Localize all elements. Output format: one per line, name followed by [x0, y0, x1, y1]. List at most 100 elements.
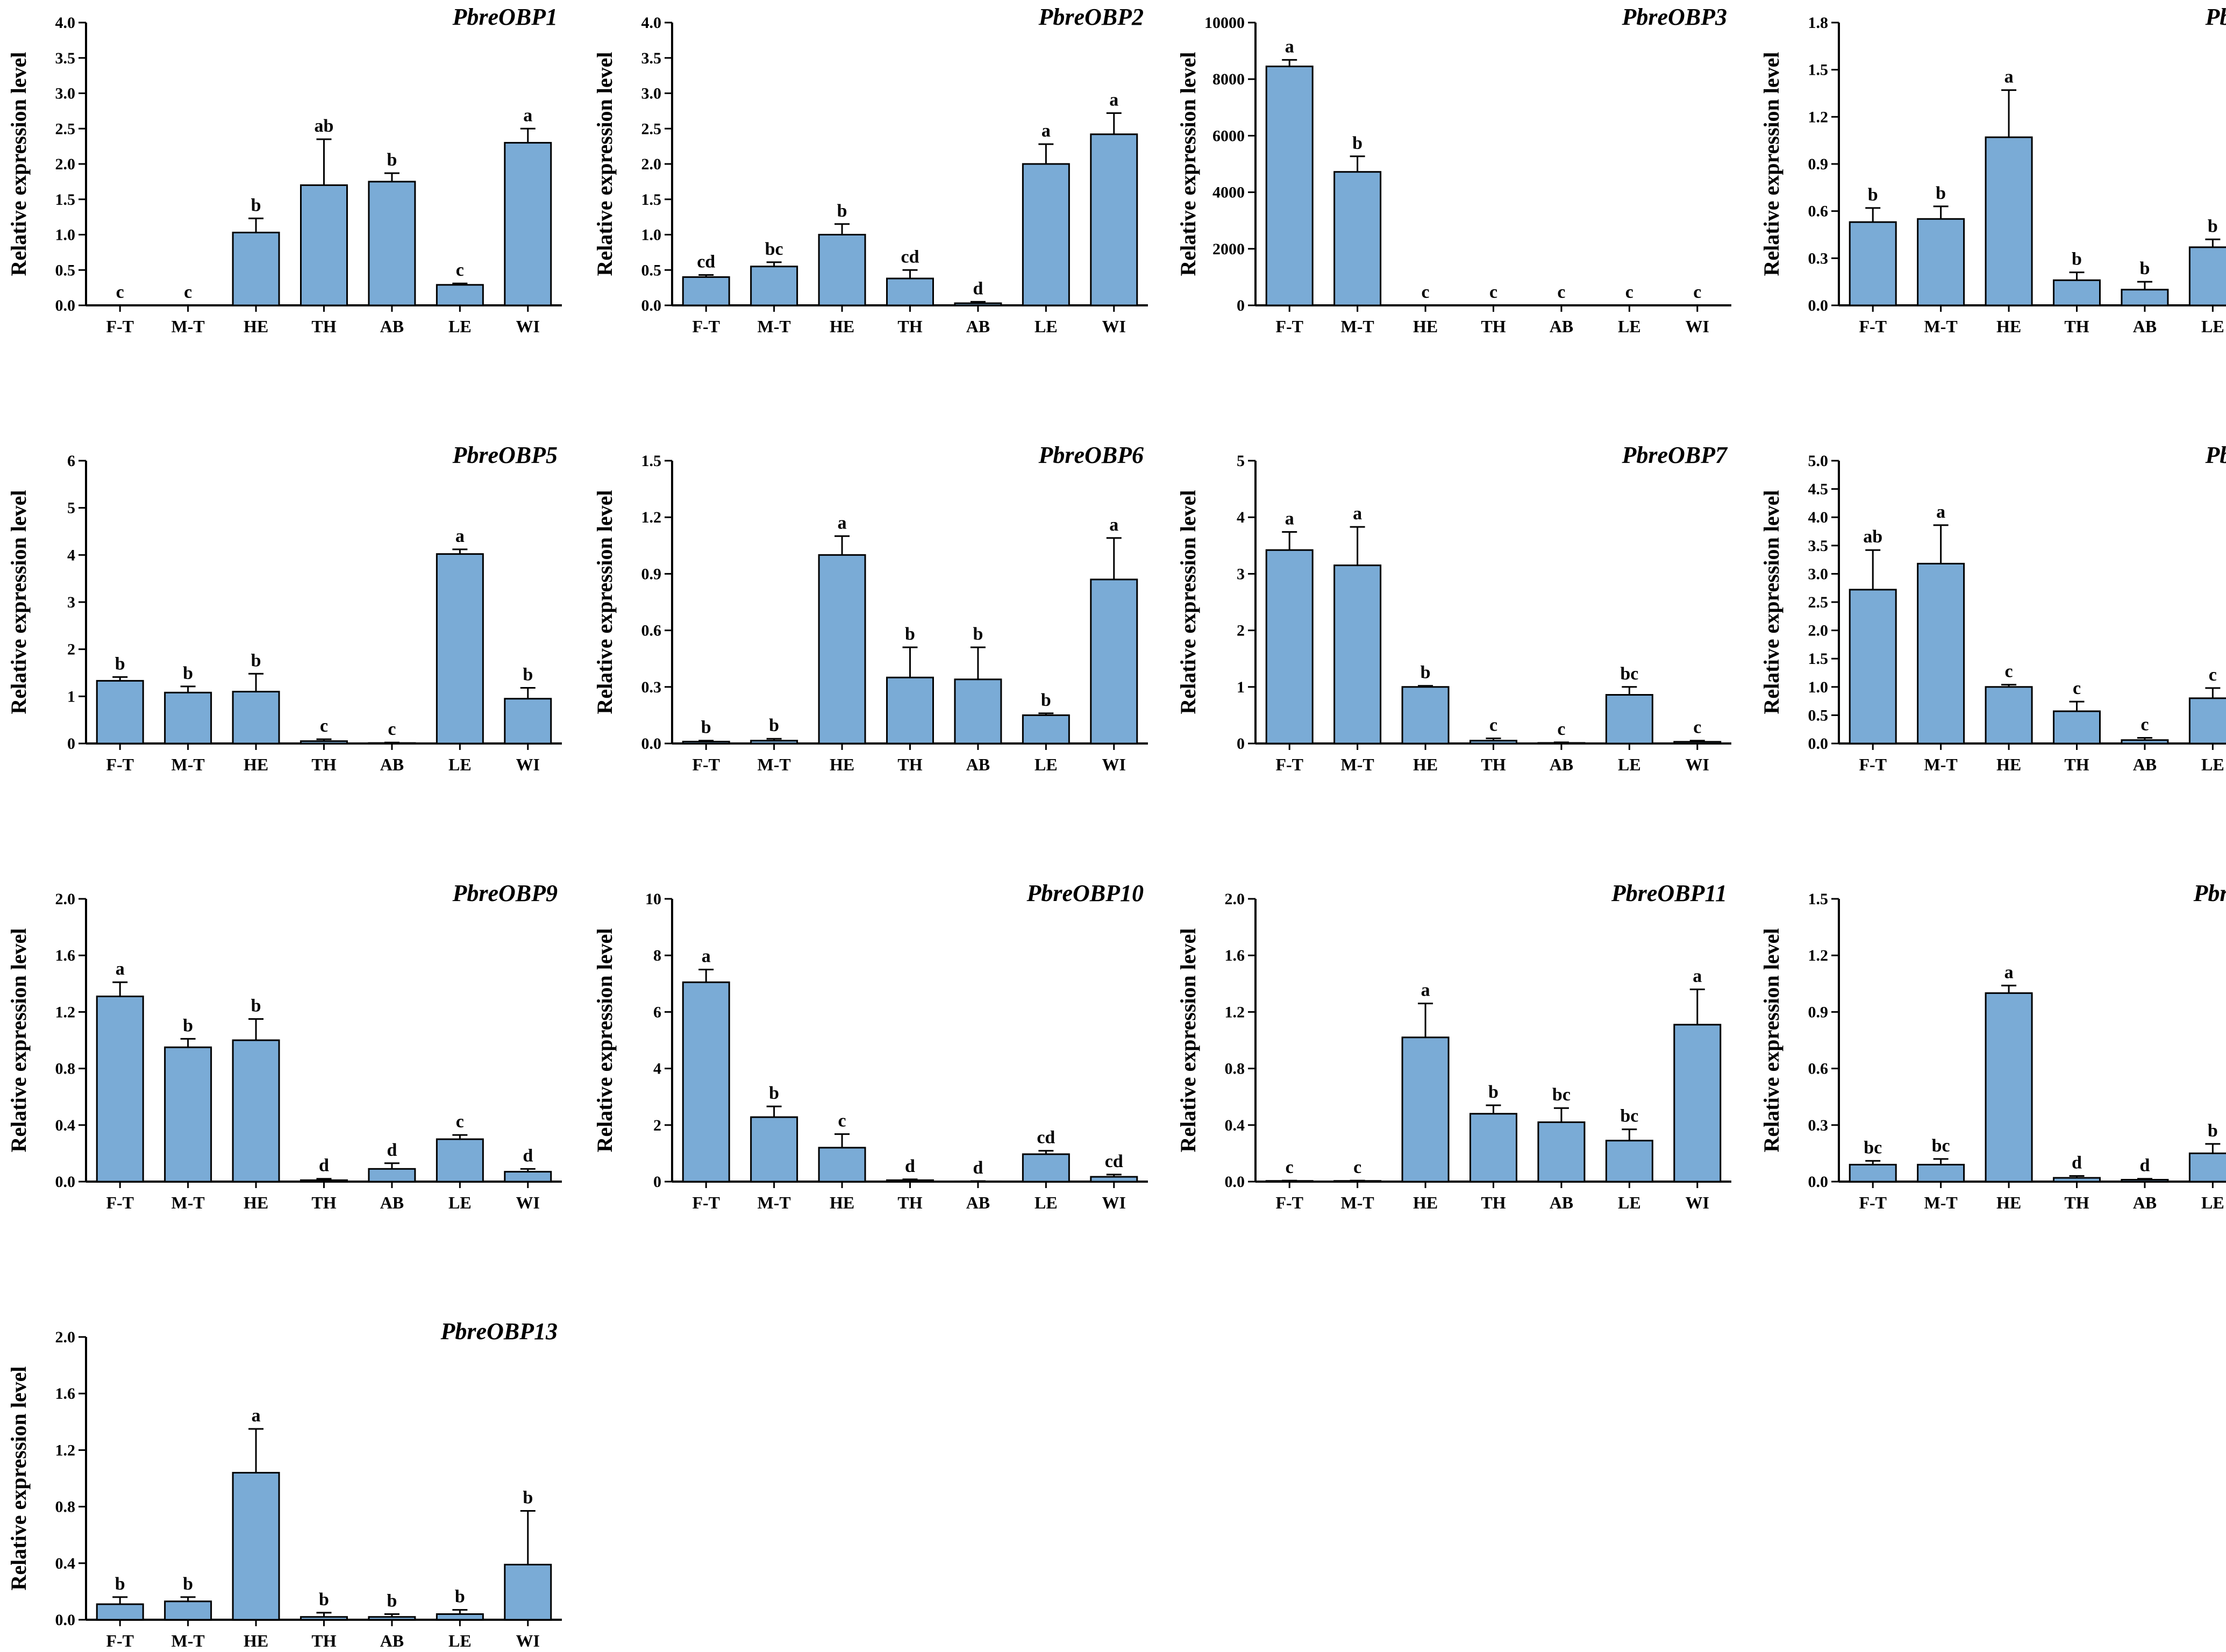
significance-letter: a	[702, 947, 711, 967]
bar-he	[1401, 686, 1450, 745]
y-tick-label: 0	[1237, 297, 1245, 314]
y-tick-label: 0.6	[1808, 203, 1829, 220]
bar-le	[2188, 697, 2226, 745]
significance-letter: bc	[1552, 1085, 1571, 1105]
y-tick-label: 4000	[1212, 184, 1245, 202]
x-tick-label: M-T	[1341, 755, 1374, 774]
x-tick-label: LE	[2201, 1193, 2224, 1212]
y-axis-label: Relative expression level	[1176, 490, 1200, 714]
bar-th	[886, 277, 934, 306]
bar-le	[1605, 694, 1653, 745]
bar-th	[2053, 1177, 2101, 1183]
significance-letter: a	[838, 513, 847, 533]
significance-letter: b	[455, 1587, 465, 1607]
chart-title: PbreOBP11	[1611, 880, 1727, 906]
x-tick-label: AB	[380, 1193, 404, 1212]
y-tick-label: 1.2	[1808, 947, 1829, 964]
y-axis-label: Relative expression level	[1759, 928, 1783, 1153]
significance-letter: c	[388, 719, 396, 739]
x-tick-label: AB	[966, 755, 990, 774]
bar-m-t	[164, 691, 212, 745]
y-tick-label: 0.5	[641, 261, 662, 279]
significance-letter: b	[115, 654, 125, 674]
bar-m-t	[1333, 564, 1382, 745]
bar-he	[232, 1039, 280, 1183]
bar-m-t	[1917, 562, 1965, 745]
x-tick-label: AB	[380, 1631, 404, 1650]
bar-f-t	[96, 995, 144, 1183]
y-tick-label: 1	[67, 688, 75, 705]
x-tick-label: HE	[244, 1193, 268, 1212]
significance-letter: c	[1693, 282, 1701, 302]
y-axis-label: Relative expression level	[1759, 490, 1783, 714]
significance-letter: b	[1936, 183, 1946, 203]
bar-he	[1985, 992, 2033, 1183]
x-tick-label: TH	[2064, 317, 2089, 336]
y-axis-label: Relative expression level	[6, 1367, 31, 1591]
x-tick-label: M-T	[1924, 317, 1958, 336]
bar-f-t	[1849, 221, 1897, 306]
significance-letter: a	[1285, 37, 1294, 56]
y-tick-label: 3.5	[1808, 537, 1829, 555]
significance-letter: d	[523, 1146, 533, 1165]
significance-letter: b	[2208, 1121, 2218, 1141]
bar-m-t	[1333, 1180, 1382, 1183]
y-axis-label: Relative expression level	[6, 928, 31, 1153]
y-tick-label: 1.2	[1225, 1003, 1245, 1021]
bar-th	[300, 740, 348, 745]
bar-ab	[1537, 1121, 1586, 1183]
x-tick-label: WI	[516, 1193, 540, 1212]
significance-letter: c	[1489, 282, 1497, 302]
significance-letter: d	[905, 1156, 915, 1176]
y-tick-label: 0.0	[1225, 1173, 1245, 1191]
significance-letter: a	[455, 526, 465, 546]
x-tick-label: WI	[1686, 1193, 1709, 1212]
x-tick-label: AB	[1550, 755, 1573, 774]
x-tick-label: AB	[380, 755, 404, 774]
chart-title: PbreOBP13	[440, 1318, 558, 1345]
significance-letter: b	[1421, 663, 1431, 683]
bar-f-t	[1265, 549, 1314, 745]
significance-letter: b	[2072, 249, 2082, 269]
bar-m-t	[750, 740, 798, 745]
y-tick-label: 0.0	[1808, 735, 1829, 753]
x-tick-label: TH	[311, 1631, 336, 1650]
x-tick-label: LE	[1034, 317, 1058, 336]
significance-letter: c	[2141, 714, 2149, 734]
y-tick-label: 0.3	[1808, 1117, 1829, 1134]
x-tick-label: HE	[244, 317, 268, 336]
significance-letter: a	[2004, 962, 2014, 982]
bar-he	[818, 234, 866, 306]
y-tick-label: 1.0	[641, 226, 662, 244]
x-tick-label: AB	[2133, 755, 2157, 774]
chart-panel-12: Relative expression level PbreOBP12 0.0 0.3…	[1759, 880, 2226, 1212]
bar-wi	[504, 142, 552, 306]
x-tick-label: AB	[966, 1193, 990, 1212]
significance-letter: b	[523, 665, 533, 685]
x-tick-label: HE	[1413, 755, 1438, 774]
y-tick-label: 1.6	[1225, 947, 1245, 964]
chart-panel-5: Relative expression level PbreOBP5 0 1 2 3 4 5 6…	[6, 442, 562, 774]
y-tick-label: 0	[653, 1173, 661, 1191]
x-tick-label: F-T	[106, 1193, 134, 1212]
bar-ab	[368, 1616, 416, 1621]
x-tick-label: F-T	[1859, 317, 1887, 336]
y-tick-label: 3.5	[55, 49, 76, 67]
bar-th	[1469, 1113, 1517, 1183]
x-tick-label: F-T	[106, 317, 134, 336]
y-tick-label: 0.3	[641, 678, 662, 696]
y-tick-label: 2	[1237, 622, 1245, 640]
significance-letter: c	[1422, 282, 1430, 302]
significance-letter: a	[1936, 502, 1945, 522]
bar-ab	[954, 302, 1002, 306]
x-tick-label: TH	[1481, 1193, 1506, 1212]
x-tick-label: LE	[1618, 1193, 1641, 1212]
bar-th	[1469, 740, 1517, 745]
bar-ab	[954, 678, 1002, 745]
bar-th	[2053, 279, 2101, 306]
x-tick-label: TH	[311, 1193, 336, 1212]
significance-letter: d	[319, 1156, 329, 1176]
chart-panel-1: Relative expression level PbreOBP1 0.0 0.5 1…	[6, 4, 562, 336]
bar-le	[2188, 1152, 2226, 1183]
y-tick-label: 0.5	[55, 261, 76, 279]
